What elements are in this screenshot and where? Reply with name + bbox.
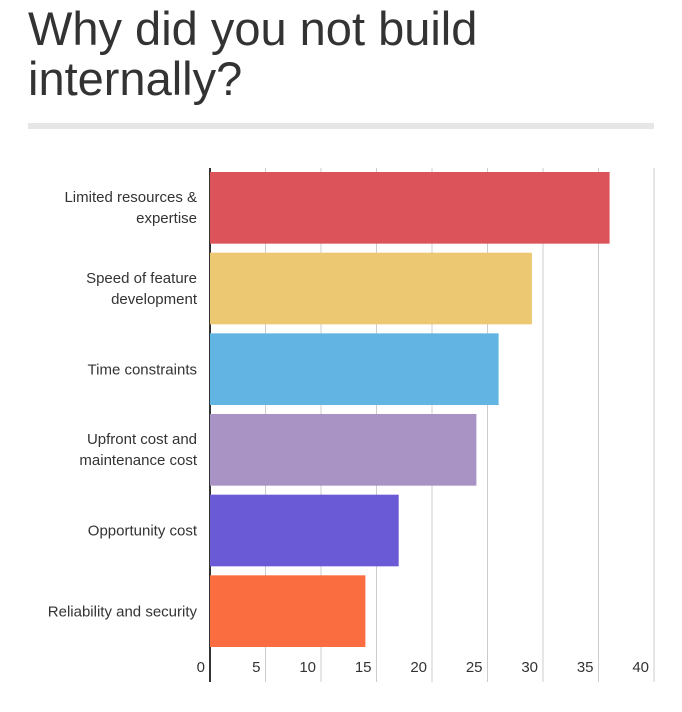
x-tick-label: 0: [196, 659, 205, 676]
y-tick-label: Upfront cost and maintenance cost: [79, 431, 197, 470]
x-tick-label: 30: [521, 659, 538, 676]
bar: [210, 333, 499, 405]
bar: [210, 414, 477, 486]
x-tick-label: 35: [576, 659, 594, 676]
bar: [210, 252, 532, 325]
bar: [210, 172, 610, 244]
y-tick-label: Reliability and security: [47, 603, 197, 621]
x-tick-label: 40: [632, 659, 649, 676]
bar: [210, 494, 399, 567]
chart-title: Why did you not build internally?: [28, 2, 478, 105]
y-tick-label: Limited resources & expertise: [64, 189, 197, 228]
bar: [210, 575, 366, 647]
y-tick-label: Speed of feature development: [86, 270, 197, 308]
x-tick-label: 5: [252, 659, 261, 676]
x-tick-label: 25: [465, 659, 483, 676]
x-tick-label: 20: [410, 659, 427, 676]
title-rule: [28, 123, 654, 129]
y-tick-label: Time constraints: [87, 361, 197, 379]
x-tick-label: 10: [299, 659, 316, 676]
x-tick-label: 15: [354, 659, 372, 676]
y-tick-label: Opportunity cost: [87, 522, 197, 540]
